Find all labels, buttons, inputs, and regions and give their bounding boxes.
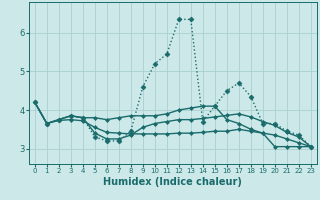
X-axis label: Humidex (Indice chaleur): Humidex (Indice chaleur) <box>103 177 242 187</box>
